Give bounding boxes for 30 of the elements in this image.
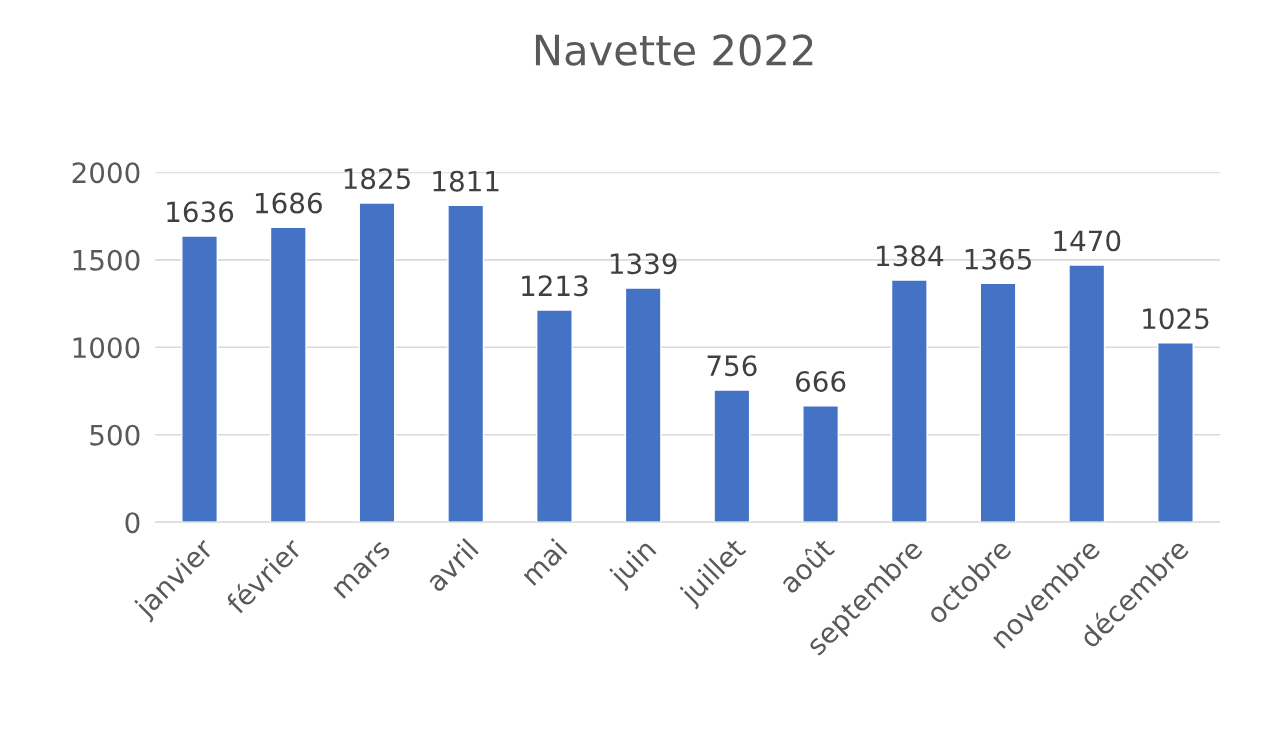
bar	[269, 226, 307, 523]
bar	[358, 202, 396, 523]
y-tick-label: 1500	[73, 249, 140, 271]
bar	[979, 282, 1017, 523]
data-label: 1213	[522, 275, 588, 297]
bar	[535, 309, 573, 523]
data-label: 1686	[255, 192, 322, 214]
chart-title: Navette 2022	[535, 34, 813, 66]
bar	[1157, 342, 1194, 523]
data-label: 756	[707, 355, 757, 377]
data-label: 666	[796, 370, 846, 392]
bar	[1068, 264, 1106, 523]
bar	[802, 404, 840, 523]
y-tick-label: 500	[90, 424, 140, 446]
data-label: 1825	[344, 168, 410, 190]
data-label: 1636	[167, 201, 234, 223]
data-label: 1470	[1054, 230, 1121, 252]
y-tick-label: 1000	[73, 337, 140, 359]
data-label: 1339	[610, 253, 677, 275]
bar	[181, 235, 218, 523]
bar	[713, 389, 751, 523]
y-tick-label: 0	[125, 512, 140, 534]
data-label: 1025	[1143, 308, 1209, 330]
y-tick-label: 2000	[72, 162, 140, 184]
data-label: 1811	[433, 170, 499, 192]
bar	[447, 204, 485, 523]
data-label: 1365	[965, 248, 1031, 270]
data-label: 1384	[877, 245, 944, 267]
bar	[890, 279, 928, 523]
bar	[624, 287, 662, 523]
